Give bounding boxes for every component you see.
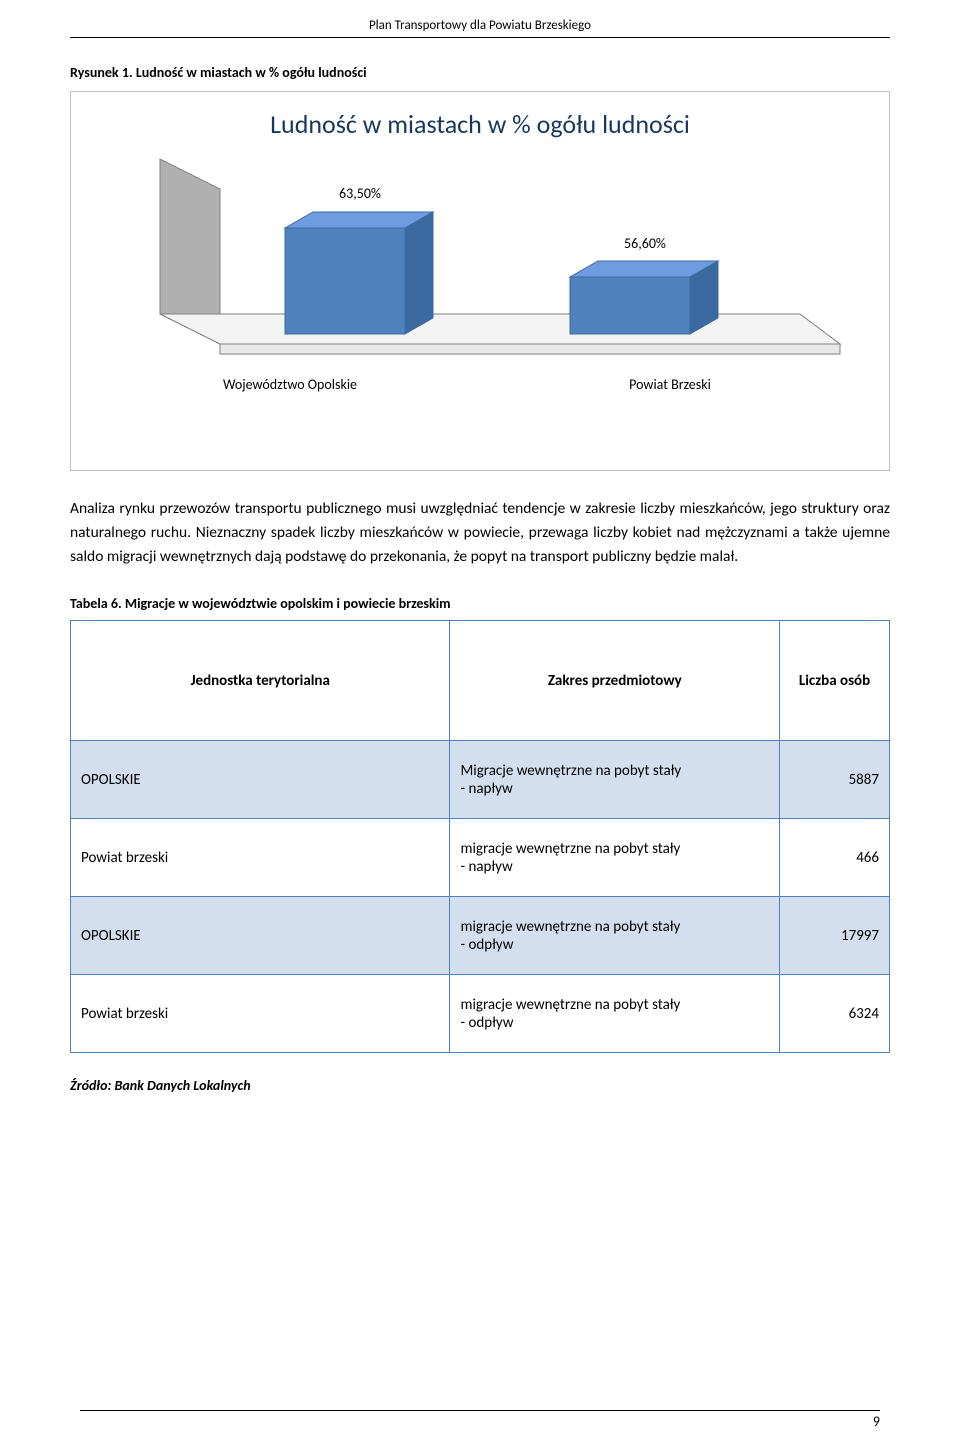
bar-1-value-label: 63,50%	[339, 185, 381, 202]
col-header-scope: Zakres przedmiotowy	[450, 621, 780, 741]
table-row: Powiat brzeski migracje wewnętrzne na po…	[71, 819, 890, 897]
bar-2-value-label: 56,60%	[624, 235, 666, 252]
bar-chart-svg	[100, 149, 860, 399]
table-source: Źródło: Bank Danych Lokalnych	[70, 1077, 890, 1094]
cell-value: 466	[780, 819, 890, 897]
page-header: Plan Transportowy dla Powiatu Brzeskiego	[70, 0, 890, 38]
table-row: OPOLSKIE Migracje wewnętrzne na pobyt st…	[71, 741, 890, 819]
table-caption: Tabela 6. Migracje w województwie opolsk…	[70, 595, 890, 612]
col-header-unit: Jednostka terytorialna	[71, 621, 450, 741]
cell-scope-l1: migracje wewnętrzne na pobyt stały	[460, 918, 680, 936]
table-row: Powiat brzeski migracje wewnętrzne na po…	[71, 975, 890, 1053]
page-number: 9	[80, 1410, 880, 1430]
cell-unit: OPOLSKIE	[71, 897, 450, 975]
chart-title: Ludność w miastach w % ogółu ludności	[91, 108, 869, 141]
cell-value: 6324	[780, 975, 890, 1053]
cell-scope-l1: migracje wewnętrzne na pobyt stały	[460, 996, 680, 1014]
cell-scope: Migracje wewnętrzne na pobyt stały - nap…	[450, 741, 780, 819]
chart-x-labels: Województwo Opolskie Powiat Brzeski	[100, 376, 860, 393]
migration-table: Jednostka terytorialna Zakres przedmioto…	[70, 620, 890, 1053]
cell-scope-l2: - odpływ	[460, 936, 513, 954]
table-row: OPOLSKIE migracje wewnętrzne na pobyt st…	[71, 897, 890, 975]
table-header-row: Jednostka terytorialna Zakres przedmioto…	[71, 621, 890, 741]
x-label-2: Powiat Brzeski	[480, 376, 860, 393]
cell-unit: OPOLSKIE	[71, 741, 450, 819]
bar-2	[570, 261, 718, 334]
bar-1	[285, 212, 433, 334]
cell-unit: Powiat brzeski	[71, 819, 450, 897]
cell-scope-l2: - napływ	[460, 858, 512, 876]
cell-value: 5887	[780, 741, 890, 819]
cell-unit: Powiat brzeski	[71, 975, 450, 1053]
cell-scope-l2: - napływ	[460, 780, 512, 798]
col-header-count: Liczba osób	[780, 621, 890, 741]
chart-floor-front	[220, 344, 840, 354]
cell-scope-l1: migracje wewnętrzne na pobyt stały	[460, 840, 680, 858]
cell-scope: migracje wewnętrzne na pobyt stały - odp…	[450, 897, 780, 975]
cell-value: 17997	[780, 897, 890, 975]
chart-plot-area: 63,50% 56,60% Województwo Opolskie Powia…	[100, 149, 860, 399]
cell-scope-l1: Migracje wewnętrzne na pobyt stały	[460, 762, 681, 780]
x-label-1: Województwo Opolskie	[100, 376, 480, 393]
body-paragraph: Analiza rynku przewozów transportu publi…	[70, 497, 890, 569]
cell-scope: migracje wewnętrzne na pobyt stały - odp…	[450, 975, 780, 1053]
chart-container: Ludność w miastach w % ogółu ludności 63…	[70, 91, 890, 471]
cell-scope-l2: - odpływ	[460, 1014, 513, 1032]
cell-scope: migracje wewnętrzne na pobyt stały - nap…	[450, 819, 780, 897]
chart-floor	[160, 314, 840, 344]
figure-caption: Rysunek 1. Ludność w miastach w % ogółu …	[70, 64, 890, 81]
